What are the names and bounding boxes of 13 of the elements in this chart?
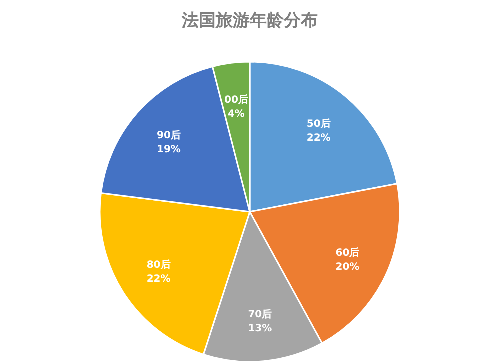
slice-label: 60后 bbox=[336, 246, 360, 259]
data-label: 19% bbox=[157, 144, 181, 156]
data-label: 13% bbox=[248, 324, 272, 335]
slice-label: 80后 bbox=[146, 258, 171, 271]
slice-label: 50后 bbox=[306, 118, 331, 130]
chart-title: 法国旅游年龄分布 bbox=[181, 11, 318, 31]
slice-label: 70后 bbox=[248, 308, 272, 321]
slice-label: 90后 bbox=[157, 130, 181, 142]
data-label: 20% bbox=[336, 262, 360, 273]
data-label: 22% bbox=[306, 132, 331, 144]
data-label: 4% bbox=[228, 108, 245, 120]
slice-label: 00后 bbox=[224, 94, 248, 106]
data-label: 22% bbox=[146, 274, 171, 285]
